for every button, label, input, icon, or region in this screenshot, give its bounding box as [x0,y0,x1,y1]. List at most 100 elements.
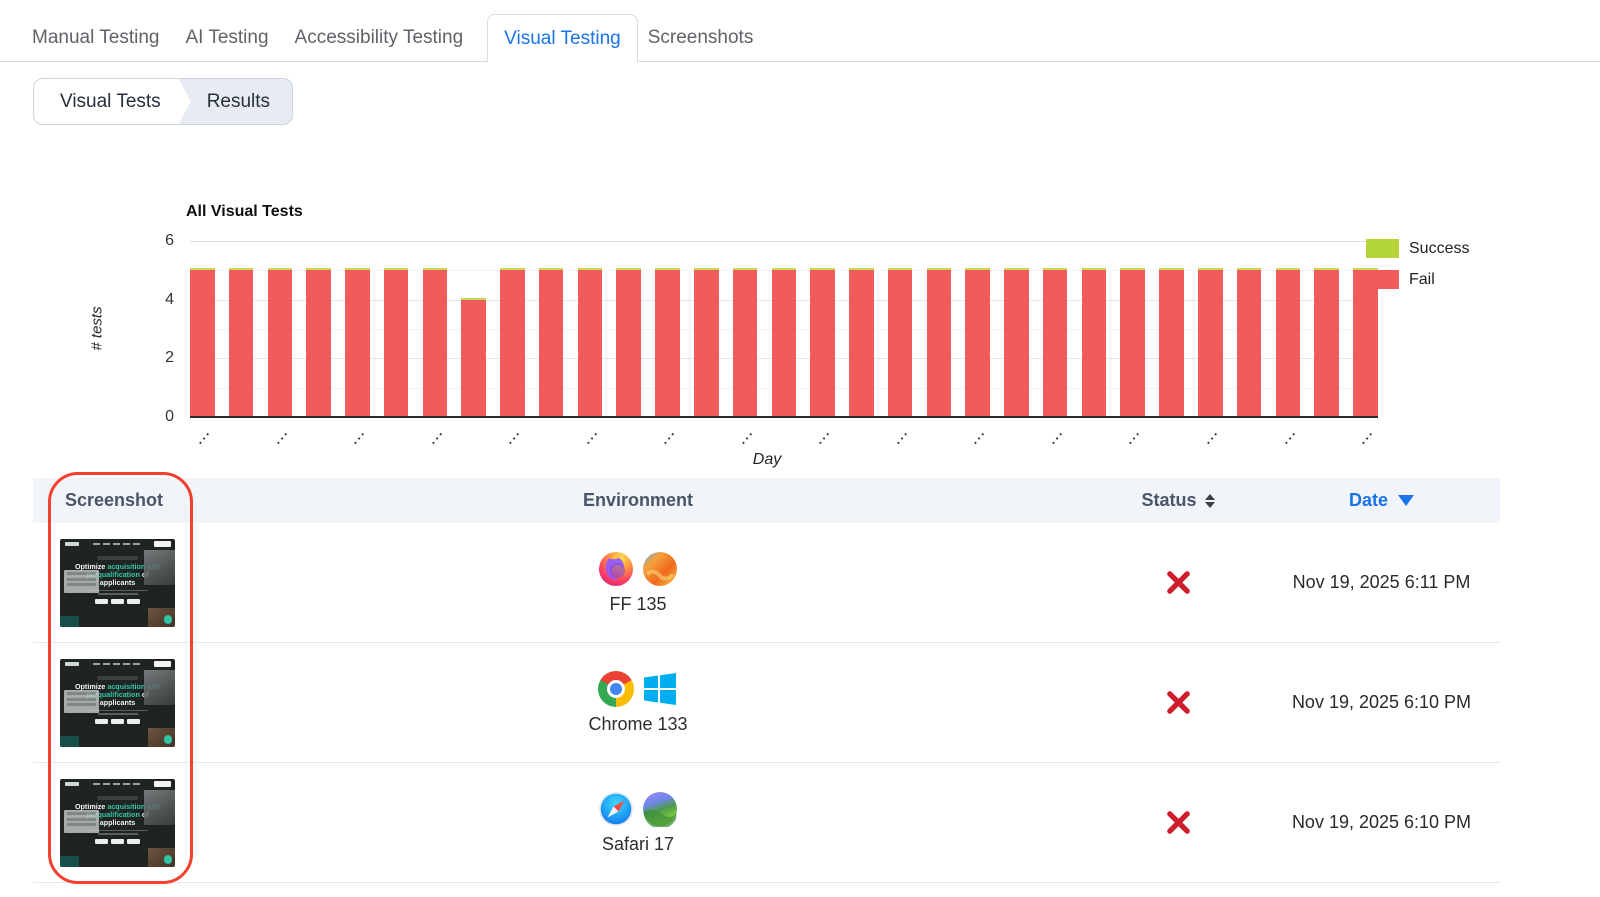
legend-item-fail[interactable]: Fail [1366,270,1469,289]
thumb-subtext [88,829,148,831]
thumb-logo [65,542,79,546]
thumb-inset-screenshot [64,569,99,593]
thumb-subtext [88,709,148,711]
legend-label-fail: Fail [1409,270,1435,288]
legend-item-success[interactable]: Success [1366,239,1469,258]
bar-day-13 [655,268,680,417]
bar-day-26 [1159,268,1184,417]
safari-icon [598,791,634,827]
x-tick-dots: ... [1198,424,1222,447]
bar-day-21 [965,268,990,417]
thumb-subtext [88,589,148,591]
x-tick-dots: ... [1353,424,1377,447]
bar-day-28 [1236,268,1262,417]
screenshot-thumbnail[interactable]: Optimize acquisition and prequalificatio… [60,538,175,627]
table-row[interactable]: Optimize acquisition and prequalificatio… [33,643,1500,763]
status-cell [1093,689,1263,716]
bar-day-25 [1120,268,1145,417]
bar-day-12 [616,268,641,417]
thumb-subtext-2 [98,833,138,835]
breadcrumb-visual-tests[interactable]: Visual Tests [34,79,171,124]
chrome-icon [598,670,634,707]
column-header-status[interactable]: Status [1093,490,1263,511]
thumb-photo [144,789,175,825]
x-tick-dots: ... [268,424,291,447]
x-tick-dots: ... [1276,424,1299,447]
tab-bar-divider [0,61,1600,62]
bar-day-7 [422,268,448,417]
thumb-buttons [60,598,175,604]
y-tick-0: 0 [165,408,174,425]
bar-day-15 [732,268,758,417]
date-header-label: Date [1348,490,1388,510]
thumb-teal-box [60,855,79,867]
x-tick-dots: ... [190,424,214,447]
thumb-chat-bubble-icon [163,855,172,864]
thumb-nav-links [79,783,154,785]
thumb-headline-part: prequalification [86,689,140,699]
thumb-cta-button [154,781,171,787]
environment-icons [598,551,678,587]
screenshot-thumbnail[interactable]: Optimize acquisition and prequalificatio… [60,658,175,747]
thumb-inset-screenshot [64,689,99,713]
tab-screenshots[interactable]: Screenshots [647,27,754,48]
thumb-photo [144,669,175,705]
column-header-date[interactable]: Date [1263,490,1500,511]
x-tick-dots: ... [733,424,756,447]
tab-ai-testing[interactable]: AI Testing [185,27,269,48]
bar-day-19 [887,268,913,417]
bar-day-30 [1314,268,1339,417]
thumb-logo [65,782,79,786]
thumb-subtext-2 [98,593,138,595]
thumb-subtext-2 [98,713,138,715]
thumb-nav-links [79,543,154,545]
sort-updown-icon [1204,493,1215,508]
bar-day-24 [1081,268,1107,417]
thumb-headline-part: acquisition [107,801,146,811]
bar-day-16 [771,268,797,417]
chart-y-axis-label: # tests [88,306,106,351]
column-header-screenshot: Screenshot [65,490,164,510]
x-tick-dots: ... [423,424,446,447]
tab-accessibility-testing[interactable]: Accessibility Testing [294,27,464,48]
environment-icons [598,791,678,829]
environment-cell: Chrome 133 [183,670,1093,735]
environment-label: Safari 17 [601,833,675,854]
table-row[interactable]: Optimize acquisition and prequalificatio… [33,523,1500,643]
bar-day-3 [267,268,293,417]
screenshot-thumbnail[interactable]: Optimize acquisition and prequalificatio… [60,778,175,867]
thumb-cta-button [154,661,171,667]
x-tick-dots: ... [656,424,679,447]
bar-day-17 [810,268,835,417]
bar-day-10 [538,268,564,417]
success-swatch-icon [1366,239,1399,258]
legend-label-success: Success [1409,239,1470,257]
bar-day-14 [694,268,719,417]
thumb-headline-part: Optimize [74,801,108,811]
bar-day-4 [306,268,331,417]
chart-x-axis [190,416,1378,418]
x-tick-dots: ... [345,424,369,447]
fail-swatch-icon [1366,270,1399,289]
breadcrumb-results[interactable]: Results [206,90,271,112]
date-cell: Nov 19, 2025 6:11 PM [1292,572,1471,592]
fail-x-icon [1166,571,1190,594]
chart-legend: Success Fail [1366,239,1469,301]
x-tick-dots: ... [578,424,601,447]
bar-day-11 [577,268,603,417]
table-row[interactable]: Optimize acquisition and prequalificatio… [33,763,1500,883]
firefox-icon [598,551,634,587]
tab-visual-testing[interactable]: Visual Testing [487,14,638,62]
thumb-teal-box [60,615,79,627]
environment-cell: Safari 17 [183,791,1093,855]
table-header-row: Screenshot Environment Status Date [33,478,1500,523]
bar-day-9 [500,268,525,417]
macos-ventura-icon [642,551,678,587]
thumb-badge [97,675,138,680]
thumb-logo [65,662,79,666]
environment-label: Chrome 133 [588,713,688,734]
breadcrumb-chevron-icon [170,79,191,124]
tab-manual-testing[interactable]: Manual Testing [32,27,160,48]
fail-x-icon [1166,691,1190,714]
thumb-chat-bubble-icon [163,615,172,624]
